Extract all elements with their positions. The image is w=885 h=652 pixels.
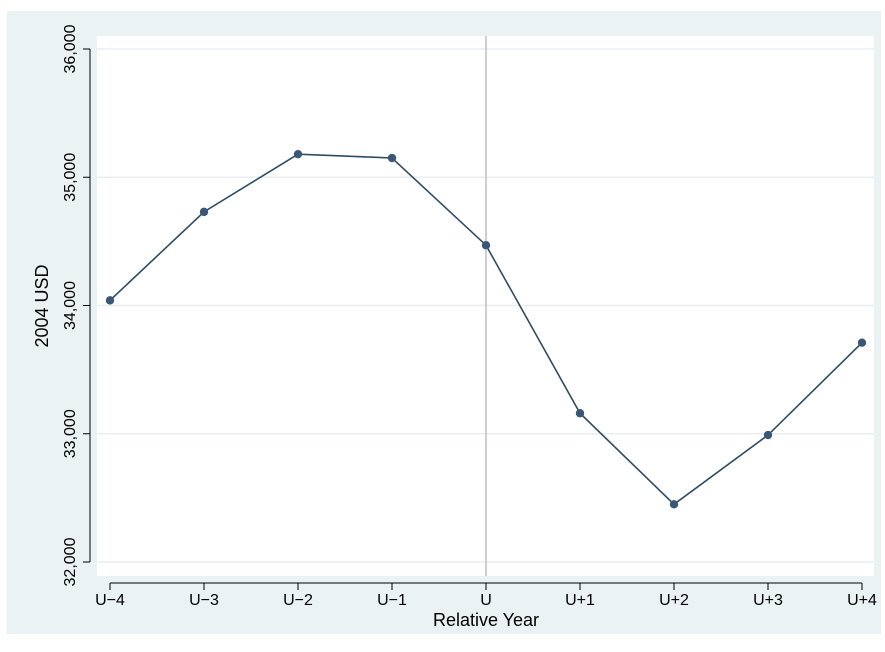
data-point: [293, 149, 303, 159]
data-point: [105, 296, 115, 305]
x-tick-label: U+1: [565, 592, 595, 609]
series-layer: [105, 149, 867, 509]
data-point: [575, 409, 585, 418]
y-tick-label: 36,000: [62, 24, 79, 73]
data-point: [481, 241, 491, 250]
x-tick-label: U−4: [95, 592, 125, 609]
y-tick-label: 35,000: [62, 153, 79, 202]
x-axis: U−4 U−3 U−2 U−1 U U+1 U+2 U+3 U+4: [95, 582, 877, 609]
data-point: [669, 500, 679, 509]
x-axis-label: Relative Year: [433, 610, 539, 630]
data-point: [857, 338, 867, 347]
x-tick-label: U−3: [189, 592, 219, 609]
y-tick-label: 34,000: [62, 281, 79, 330]
y-tick-label: 33,000: [62, 409, 79, 458]
data-point: [199, 207, 209, 217]
y-axis-label: 2004 USD: [32, 264, 52, 347]
data-point: [387, 153, 397, 163]
x-tick-label: U+4: [847, 592, 877, 609]
x-tick-label: U−2: [283, 592, 313, 609]
x-tick-label: U−1: [377, 592, 407, 609]
y-tick-label: 32,000: [62, 537, 79, 586]
y-axis: 32,000 33,000 34,000 35,000 36,000: [62, 24, 91, 586]
x-tick-label: U+3: [753, 592, 783, 609]
x-tick-label: U+2: [659, 592, 689, 609]
data-point: [763, 430, 773, 440]
x-tick-label: U: [480, 592, 492, 609]
